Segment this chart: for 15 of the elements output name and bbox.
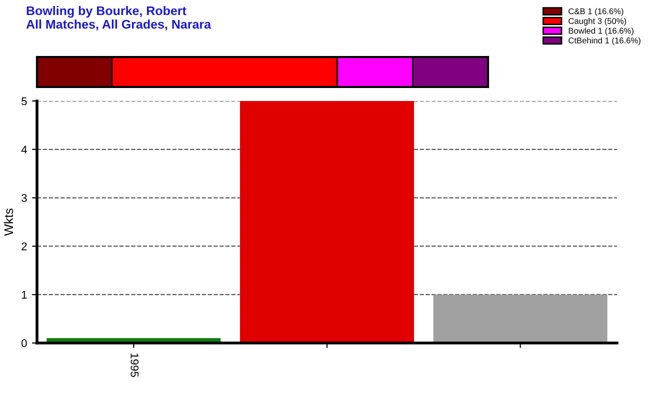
- x-tick-label: 1995: [130, 354, 139, 377]
- y-tick-label: 1: [22, 290, 27, 299]
- y-tick-label: 4: [21, 146, 27, 154]
- y-tick-label: 5: [22, 97, 27, 106]
- y-tick-label: 0: [22, 339, 27, 348]
- y-tick-label: 3: [22, 194, 27, 202]
- legend-label: Caught 3 (50%): [568, 18, 626, 26]
- bar: [240, 101, 414, 343]
- y-axis-title: Wkts: [4, 208, 14, 236]
- legend-label: Bowled 1 (16.6%): [568, 28, 634, 36]
- legend-label: C&B 1 (16.6%): [568, 8, 624, 16]
- legend-label: CtBehind 1 (16.6%): [568, 37, 640, 46]
- bar: [433, 294, 608, 343]
- chart-title: Bowling by Bourke, Robert All Matches, All Grades, Narara: [26, 6, 212, 31]
- y-tick-label: 2: [22, 242, 27, 250]
